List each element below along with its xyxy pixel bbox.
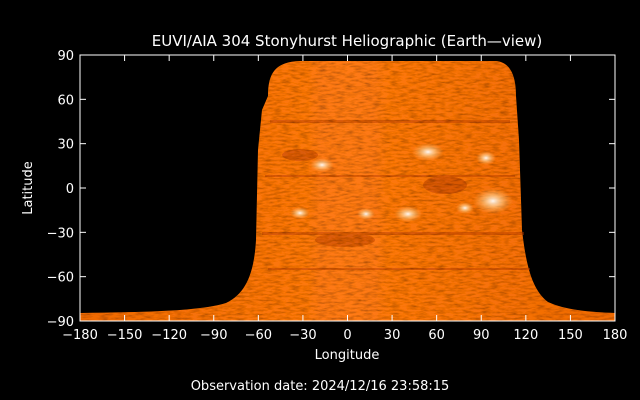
bright-active-regions bbox=[290, 143, 513, 222]
y-tick-label: −30 bbox=[47, 226, 74, 241]
x-axis-label: Longitude bbox=[315, 348, 380, 363]
y-tick-label: −60 bbox=[47, 271, 74, 286]
observation-date-line: Observation date: 2024/12/16 23:58:15 bbox=[0, 379, 640, 394]
y-tick-label: 90 bbox=[57, 49, 74, 64]
x-tick-label: 120 bbox=[513, 328, 538, 343]
solar-surface-map bbox=[80, 61, 615, 321]
y-tick-label: 30 bbox=[57, 138, 74, 153]
y-axis-label: Latitude bbox=[21, 161, 36, 215]
x-tick-label: −120 bbox=[151, 328, 187, 343]
x-tick-label: −150 bbox=[107, 328, 143, 343]
x-tick-label: 180 bbox=[603, 328, 628, 343]
x-tick-label: −90 bbox=[200, 328, 227, 343]
x-tick-label: −60 bbox=[245, 328, 272, 343]
x-axis-ticks: −180 −150 −120 −90 −60 −30 0 30 60 90 120 150 180 bbox=[62, 55, 627, 343]
x-tick-label: 60 bbox=[428, 328, 445, 343]
x-tick-label: −180 bbox=[62, 328, 98, 343]
observation-date-value: 2024/12/16 23:58:15 bbox=[311, 379, 450, 394]
y-tick-label: −90 bbox=[47, 315, 74, 330]
y-tick-label: 60 bbox=[57, 93, 74, 108]
solar-disk-projection bbox=[80, 61, 615, 321]
observation-date-label: Observation date: bbox=[190, 379, 308, 394]
y-tick-label: 0 bbox=[66, 182, 74, 197]
x-tick-label: 30 bbox=[384, 328, 401, 343]
figure-title: EUVI/AIA 304 Stonyhurst Heliographic (Ea… bbox=[152, 32, 543, 50]
y-axis-ticks: 90 60 30 0 −30 −60 −90 bbox=[47, 49, 615, 330]
x-tick-label: 150 bbox=[558, 328, 583, 343]
x-tick-label: −30 bbox=[289, 328, 316, 343]
x-tick-label: 90 bbox=[473, 328, 490, 343]
x-tick-label: 0 bbox=[343, 328, 351, 343]
